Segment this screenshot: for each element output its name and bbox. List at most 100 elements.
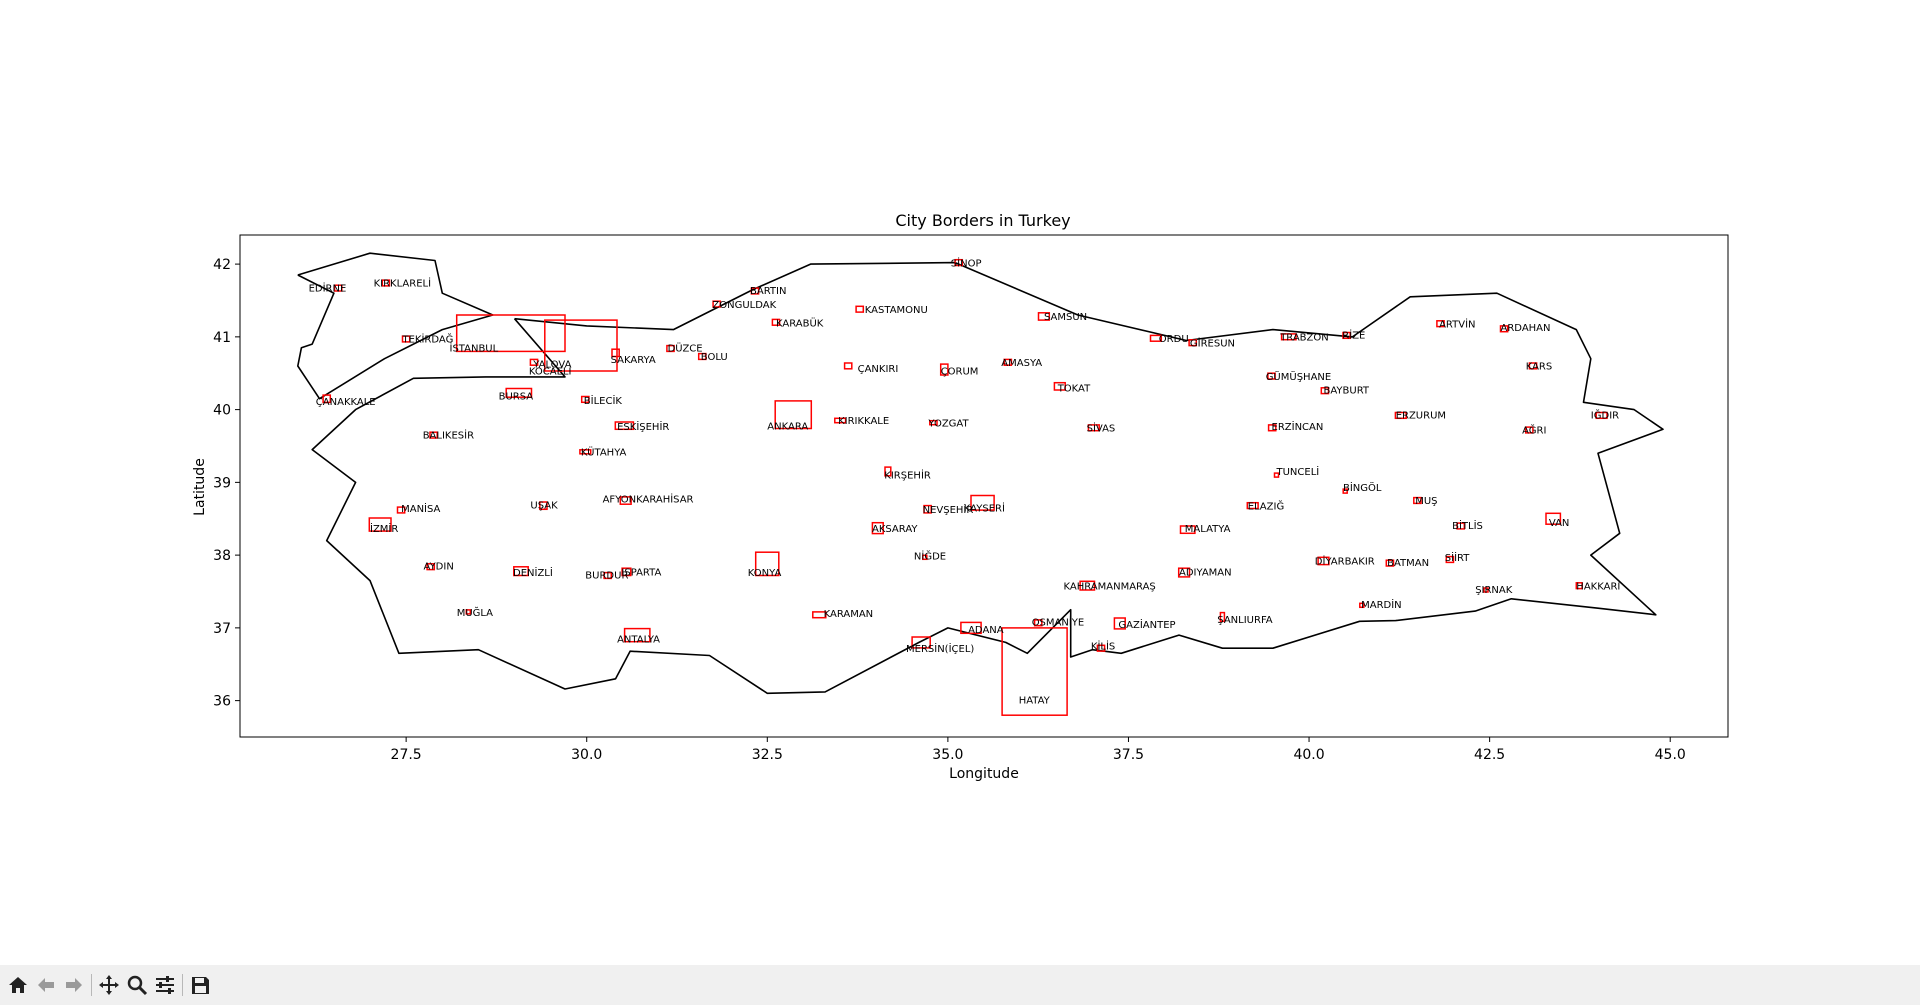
- city-label: KARAMAN: [824, 609, 874, 620]
- city-label: AMASYA: [1001, 358, 1042, 369]
- zoom-button[interactable]: [123, 970, 151, 1000]
- city-box-a-ri: [1524, 426, 1534, 434]
- x-tick-label: 45.0: [1655, 747, 1686, 763]
- city-label: VAN: [1549, 518, 1570, 529]
- back-arrow-icon: [38, 978, 54, 992]
- city-label: ERZURUM: [1396, 410, 1446, 421]
- city-label: SAMSUN: [1044, 312, 1087, 323]
- city-label: TRABZON: [1279, 333, 1329, 344]
- city-box-konya: [754, 551, 780, 577]
- city-box-kars: [1528, 362, 1538, 370]
- city-label: ARTVİN: [1439, 317, 1475, 330]
- city-label: BOLU: [701, 352, 728, 363]
- pan-move-icon: [99, 975, 119, 995]
- city-box-adana: [960, 621, 982, 635]
- city-label: HAKKARİ: [1576, 579, 1620, 592]
- city-label: BURDUR: [585, 570, 628, 581]
- city-label: MUŞ: [1415, 496, 1437, 507]
- city-label: KAYSERİ: [964, 502, 1005, 515]
- border-outline-1: [311, 261, 1664, 695]
- city-box-gi-resun: [1188, 339, 1198, 347]
- city-box-u-ak: [539, 501, 548, 511]
- y-tick-label: 36: [213, 694, 231, 710]
- city-box-si-i-rt: [1445, 555, 1455, 564]
- x-tick-label: 40.0: [1293, 747, 1324, 763]
- city-label: KIRKLARELİ: [374, 277, 431, 290]
- forward-arrow-icon: [66, 978, 82, 992]
- city-box-i-zmi-r: [368, 517, 392, 532]
- home-button[interactable]: [4, 970, 32, 1000]
- city-label: BARTIN: [750, 286, 786, 297]
- city-label: BURSA: [499, 391, 534, 402]
- navigation-toolbar: [0, 965, 1920, 1005]
- city-box-kayseri: [970, 494, 995, 511]
- city-label: BİNGÖL: [1343, 481, 1382, 494]
- x-tick-label: 30.0: [571, 747, 602, 763]
- city-box-erzurum: [1394, 411, 1407, 420]
- city-box-antalya: [623, 627, 651, 643]
- city-box-i-stanbul: [455, 314, 566, 353]
- city-box-karab-k: [771, 318, 781, 326]
- city-label: ANTALYA: [617, 634, 660, 645]
- city-label: KIRIKKALE: [838, 416, 889, 427]
- configure-subplots-button[interactable]: [151, 970, 179, 1000]
- city-box-artvi-n: [1436, 320, 1445, 328]
- city-box-zonguldak: [712, 300, 722, 308]
- city-label: OSMANİYE: [1032, 616, 1085, 629]
- figure-canvas: City Borders in Turkey EDİRNE KIRKLARELİ T…: [192, 211, 1729, 782]
- city-label: KASTAMONU: [865, 305, 928, 316]
- zoom-magnifier-icon: [127, 975, 148, 996]
- forward-button[interactable]: [60, 970, 88, 1000]
- city-label: GAZİANTEP: [1118, 618, 1175, 631]
- city-box-erzi-ncan: [1267, 424, 1277, 432]
- city-box-g-m-hane: [1267, 372, 1276, 380]
- city-label: YOZGAT: [927, 418, 969, 429]
- city-label: KARS: [1526, 362, 1553, 373]
- city-label: ZONGULDAK: [712, 300, 776, 311]
- city-box-kirikkale: [834, 417, 847, 424]
- city-box-i-dir: [1595, 411, 1608, 420]
- city-box-nev-ehi-r: [923, 504, 932, 514]
- city-box-orum: [939, 363, 949, 376]
- city-box-k-tahya: [579, 449, 592, 455]
- city-box-mersi-n-i-el: [911, 636, 931, 649]
- save-button[interactable]: [186, 970, 214, 1000]
- city-box-gazi-antep: [1113, 617, 1126, 630]
- pan-button[interactable]: [95, 970, 123, 1000]
- city-box-tunceli: [1273, 472, 1280, 478]
- y-tick-label: 38: [213, 548, 231, 564]
- city-label: ÇORUM: [941, 367, 979, 378]
- city-label: İSTANBUL: [450, 341, 499, 354]
- city-box-elazi: [1246, 501, 1259, 510]
- y-tick-label: 37: [213, 621, 231, 637]
- city-label: BAYBURT: [1324, 386, 1370, 397]
- y-tick-label: 41: [213, 330, 231, 346]
- city-label: RİZE: [1342, 328, 1365, 341]
- city-label: BALIKESİR: [423, 429, 474, 442]
- city-box-hakkari: [1575, 582, 1583, 590]
- city-box-di-yarbakir: [1317, 556, 1330, 566]
- toolbar-separator: [91, 974, 92, 996]
- x-tick-label: 35.0: [932, 747, 963, 763]
- city-label: ÇANAKKALE: [316, 397, 376, 408]
- chart-title: City Borders in Turkey: [895, 211, 1070, 230]
- city-box-mardi-n: [1359, 602, 1365, 609]
- back-button[interactable]: [32, 970, 60, 1000]
- city-box-yalova: [529, 358, 539, 366]
- city-label: MARDİN: [1361, 598, 1402, 611]
- city-box-ki-li-s: [1096, 644, 1106, 652]
- y-tick-label: 40: [213, 403, 231, 419]
- city-label: TEKİRDAĞ: [402, 333, 454, 346]
- toolbar-separator: [182, 974, 183, 996]
- city-box-ankiri: [843, 362, 853, 370]
- city-label: HATAY: [1019, 696, 1051, 707]
- city-label: KOCAELİ: [529, 365, 572, 378]
- save-floppy-icon: [192, 977, 209, 994]
- city-label: BİLECİK: [584, 394, 623, 407]
- y-tick-label: 39: [213, 475, 231, 491]
- city-box-mu: [1413, 496, 1422, 505]
- city-label: SAKARYA: [611, 355, 656, 366]
- city-label: ADIYAMAN: [1179, 568, 1232, 579]
- city-box-bolu: [697, 352, 707, 361]
- city-box-amasya: [1003, 358, 1013, 366]
